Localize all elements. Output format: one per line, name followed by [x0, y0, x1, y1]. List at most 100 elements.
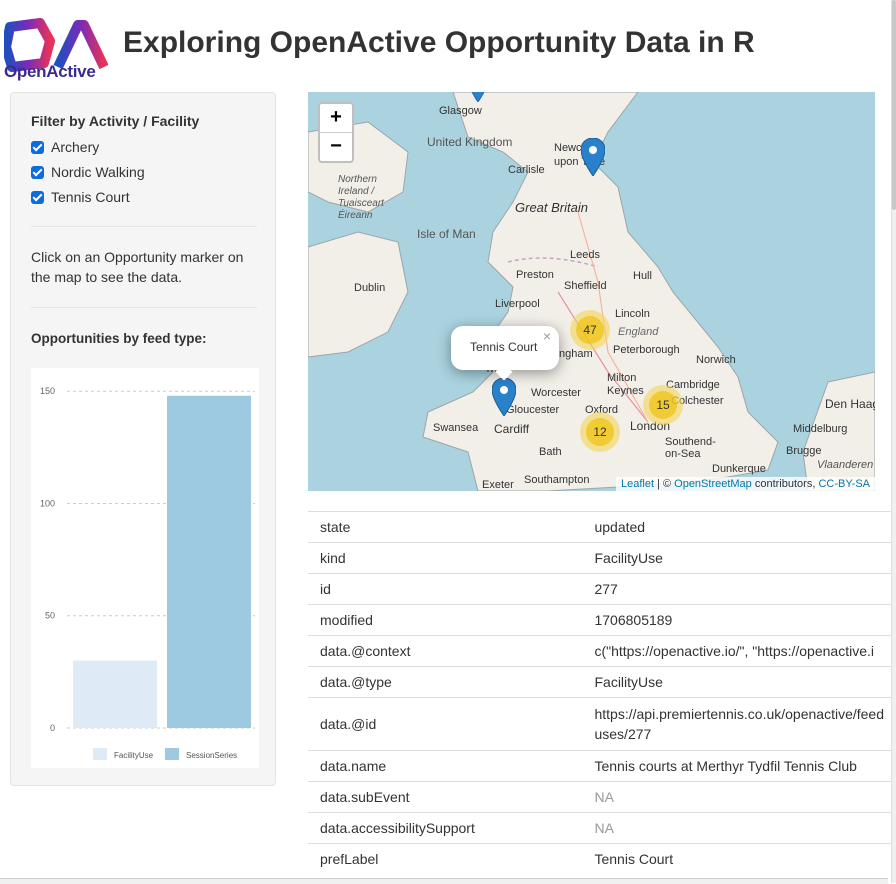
help-text: Click on an Opportunity marker on the ma…	[31, 249, 244, 285]
row-value: FacilityUse	[582, 666, 896, 698]
place-label: Bath	[539, 446, 562, 458]
feed-type-chart: 0 50 100 150 FacilityUse SessionSeries	[31, 368, 259, 768]
place-label: England	[618, 326, 659, 338]
table-row: data.@context c("https://openactive.io/",…	[308, 635, 896, 667]
divider	[31, 226, 257, 227]
page-title: Exploring OpenActive Opportunity Data in…	[123, 26, 755, 59]
place-label: Sheffield	[564, 280, 607, 292]
place-label: Liverpool	[495, 298, 540, 310]
row-key: data.accessibilitySupport	[308, 812, 583, 844]
cluster-count: 47	[576, 316, 604, 344]
place-label: Milton Keynes	[607, 372, 644, 397]
filter-title: Filter by Activity / Facility	[31, 113, 200, 129]
row-key: data.@context	[308, 635, 583, 667]
cluster-count: 15	[649, 391, 677, 419]
marker-cluster[interactable]: 47	[570, 310, 610, 350]
place-label: Dublin	[354, 282, 386, 294]
place-label: Leeds	[570, 249, 600, 261]
cluster-count: 12	[586, 418, 614, 446]
zoom-control: + −	[318, 102, 354, 163]
table-row: data.subEvent NA	[308, 781, 896, 813]
y-tick-label: 150	[40, 386, 55, 396]
place-label: Norwich	[696, 354, 736, 366]
checkbox-checked-icon[interactable]	[31, 140, 44, 154]
marker-cluster[interactable]: 15	[643, 385, 683, 425]
legend-swatch	[165, 748, 179, 760]
place-label: Dunkerque	[712, 463, 766, 475]
place-label: United Kingdom	[427, 135, 513, 149]
place-label: Exeter	[482, 479, 514, 491]
place-label: Glasgow	[439, 105, 482, 117]
filter-label: Nordic Walking	[51, 164, 145, 180]
zoom-in-button[interactable]: +	[320, 104, 352, 133]
row-key: data.@type	[308, 666, 583, 698]
filter-label: Tennis Court	[51, 189, 130, 205]
scrollbar-thumb[interactable]	[892, 0, 896, 210]
place-label: Southend-on-Sea	[665, 436, 716, 460]
table-row: data.name Tennis courts at Merthyr Tydfil…	[308, 750, 896, 782]
zoom-out-button[interactable]: −	[330, 135, 342, 157]
filter-nordic-walking[interactable]: Nordic Walking	[31, 164, 145, 180]
place-label: Den Haag	[825, 397, 875, 411]
row-value: https://api.premiertennis.co.uk/openacti…	[582, 697, 896, 751]
marker-cluster[interactable]: 12	[580, 412, 620, 452]
map-marker-icon[interactable]	[466, 92, 490, 102]
divider	[31, 307, 257, 308]
table-row: prefLabel Tennis Court	[308, 843, 896, 874]
row-key: id	[308, 573, 583, 605]
place-label: Isle of Man	[417, 227, 476, 241]
table-row: data.@id https://api.premiertennis.co.uk/…	[308, 697, 896, 751]
row-value: updated	[582, 511, 896, 543]
vertical-scrollbar[interactable]	[891, 0, 896, 883]
marker-popup: Tennis Court ×	[451, 326, 559, 381]
filter-archery[interactable]: Archery	[31, 139, 99, 155]
close-icon[interactable]: ×	[542, 328, 551, 344]
place-label: Cambridge	[666, 379, 720, 391]
row-value: c("https://openactive.io/", "https://ope…	[582, 635, 896, 667]
place-label: Lincoln	[615, 308, 650, 320]
bar	[167, 395, 251, 728]
legend-label: SessionSeries	[186, 751, 237, 760]
place-label: Carlisle	[508, 164, 545, 176]
filter-tennis-court[interactable]: Tennis Court	[31, 189, 130, 205]
y-tick-label: 50	[45, 611, 55, 621]
place-label: Gloucester	[506, 404, 560, 416]
map-marker-icon[interactable]	[492, 378, 516, 416]
license-link[interactable]: CC-BY-SA	[818, 478, 870, 490]
table-row: data.accessibilitySupport NA	[308, 812, 896, 844]
sidebar-panel: Filter by Activity / Facility Archery No…	[10, 92, 276, 786]
bar	[73, 660, 157, 728]
checkbox-checked-icon[interactable]	[31, 190, 44, 204]
row-value: 277	[582, 573, 896, 605]
filter-label: Archery	[51, 139, 100, 155]
openactive-logo	[4, 18, 108, 72]
osm-link[interactable]: OpenStreetMap	[674, 478, 752, 490]
leaflet-link[interactable]: Leaflet	[620, 478, 654, 490]
row-key: prefLabel	[308, 843, 583, 874]
place-label: Great Britain	[515, 200, 588, 215]
checkbox-checked-icon[interactable]	[31, 165, 44, 179]
row-key: state	[308, 511, 583, 543]
y-tick-label: 100	[40, 498, 55, 508]
table-row: kind FacilityUse	[308, 542, 896, 574]
table-row: modified 1706805189	[308, 604, 896, 636]
map-view[interactable]: + − Glasgow United Kingdom Newcastle upo…	[308, 92, 875, 491]
row-value: Tennis Court	[582, 843, 896, 874]
row-key: data.subEvent	[308, 781, 583, 813]
table-row: id 277	[308, 573, 896, 605]
place-label: Preston	[516, 269, 554, 281]
row-value: 1706805189	[582, 604, 896, 636]
place-label: Peterborough	[613, 344, 680, 356]
place-label: Vlaanderen	[817, 459, 874, 471]
map-marker-icon[interactable]	[581, 138, 605, 176]
row-value: FacilityUse	[582, 542, 896, 574]
chart-title: Opportunities by feed type:	[31, 331, 207, 346]
horizontal-scrollbar[interactable]	[0, 878, 888, 884]
row-key: modified	[308, 604, 583, 636]
place-label: Colchester	[671, 395, 724, 407]
table-row: data.@type FacilityUse	[308, 666, 896, 698]
place-label: Cardiff	[494, 422, 530, 436]
y-tick-label: 0	[50, 723, 55, 733]
attribution-text: contributors,	[751, 478, 819, 490]
map-attribution: Leaflet | © OpenStreetMap contributors, …	[615, 477, 875, 491]
